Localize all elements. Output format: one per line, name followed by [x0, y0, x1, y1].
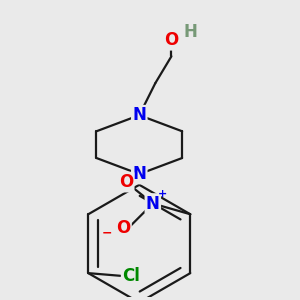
Text: −: − — [102, 226, 112, 239]
Text: O: O — [164, 31, 178, 49]
Text: N: N — [132, 165, 146, 183]
Text: O: O — [116, 219, 130, 237]
Text: N: N — [132, 106, 146, 124]
Text: N: N — [146, 194, 160, 212]
Text: O: O — [119, 173, 133, 191]
Text: +: + — [158, 189, 167, 199]
Text: H: H — [183, 23, 197, 41]
Text: Cl: Cl — [122, 267, 140, 285]
